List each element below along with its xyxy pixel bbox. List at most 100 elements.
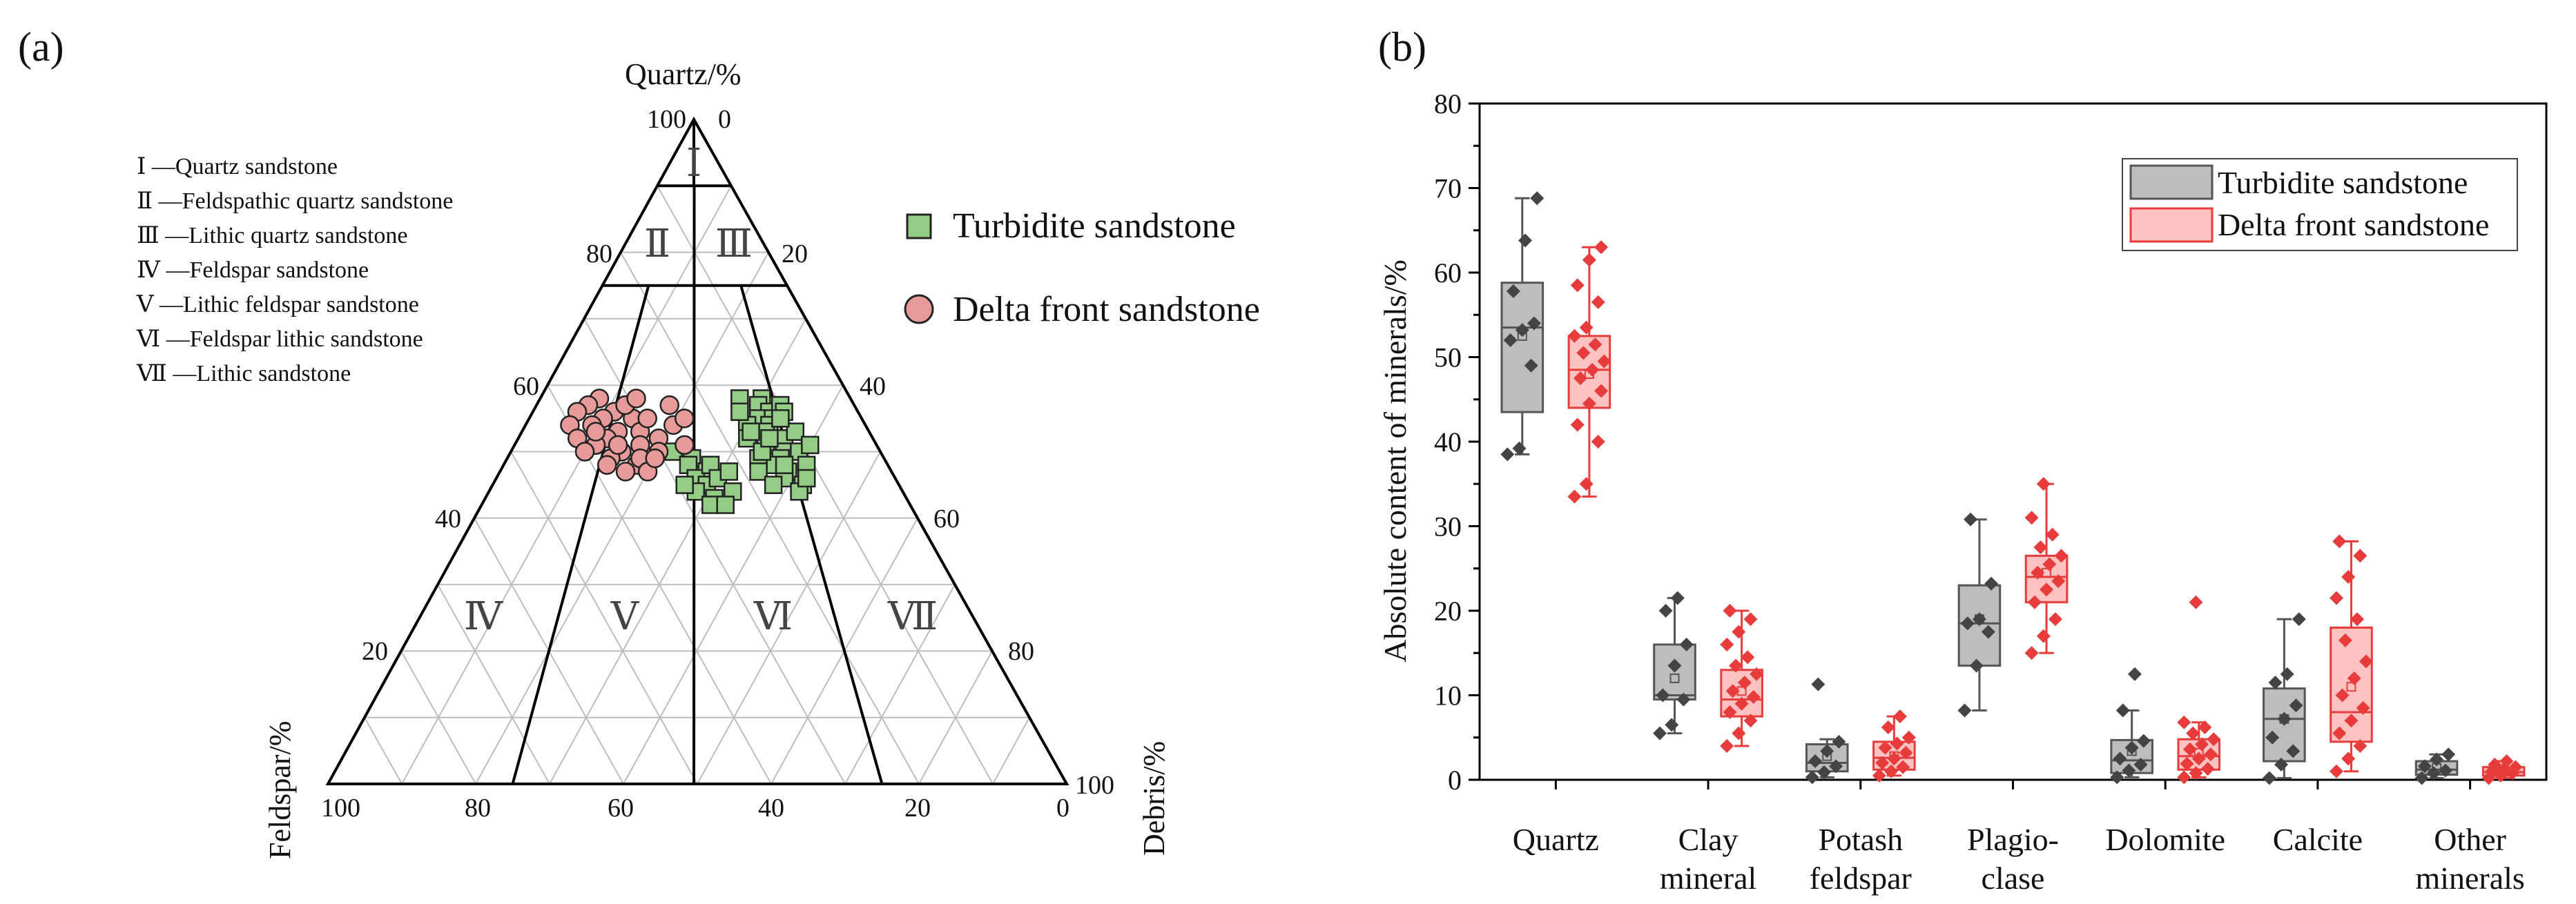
y-tick-label: 10 bbox=[1434, 680, 1462, 711]
data-point bbox=[1576, 346, 1591, 360]
tick-right-60: 60 bbox=[933, 504, 960, 533]
data-point bbox=[1588, 337, 1602, 352]
data-point bbox=[2033, 540, 2048, 555]
grid-line-debris bbox=[844, 584, 956, 785]
x-tick-label: Other bbox=[2434, 822, 2506, 857]
delta-point bbox=[659, 395, 679, 415]
mean-marker bbox=[1669, 674, 1680, 683]
box-0-3 bbox=[1957, 512, 2002, 718]
data-point bbox=[2347, 671, 2361, 685]
zone-label-7: Ⅶ bbox=[887, 596, 938, 638]
data-point bbox=[1570, 278, 1585, 293]
data-point bbox=[1811, 677, 1826, 691]
data-point bbox=[2124, 740, 2139, 755]
data-point bbox=[1676, 692, 1691, 707]
zone-label-4: Ⅳ bbox=[464, 596, 503, 638]
grid-line-feldspar bbox=[583, 318, 846, 785]
legend-turbidite-label: Turbidite sandstone bbox=[953, 206, 1236, 246]
zone-label-2: Ⅱ bbox=[644, 223, 670, 266]
class-item-2: Ⅱ —Feldspathic quartz sandstone bbox=[137, 188, 453, 214]
x-tick-label: feldspar bbox=[1810, 861, 1912, 896]
legend-delta-label: Delta front sandstone bbox=[953, 290, 1260, 329]
tick-right-40: 40 bbox=[860, 372, 886, 401]
data-point bbox=[2113, 751, 2127, 766]
debris-axis-label: Debris/% bbox=[1137, 741, 1171, 856]
data-point bbox=[1817, 765, 1831, 779]
data-point bbox=[1737, 676, 1752, 690]
data-point bbox=[1723, 705, 1737, 719]
data-point bbox=[1679, 638, 1694, 651]
data-point bbox=[1591, 435, 1605, 449]
data-point bbox=[2189, 595, 2203, 609]
data-point bbox=[1734, 696, 1749, 711]
box-1-5 bbox=[2330, 534, 2373, 778]
box-1-0 bbox=[1567, 240, 1611, 504]
data-point bbox=[2051, 574, 2066, 589]
data-point bbox=[1875, 756, 1890, 770]
data-point bbox=[2414, 771, 2429, 785]
turbidite-point bbox=[764, 475, 783, 494]
data-point bbox=[1720, 739, 1734, 753]
data-point bbox=[2115, 703, 2130, 718]
tick-bottom: 40 bbox=[758, 794, 784, 823]
zone-line-left bbox=[511, 285, 650, 785]
data-point bbox=[2344, 714, 2359, 728]
tick-right-20: 20 bbox=[782, 239, 808, 268]
data-point bbox=[2430, 752, 2444, 767]
data-point bbox=[1750, 667, 1764, 681]
tick-apex-top-0: 0 bbox=[718, 105, 731, 134]
data-point bbox=[2265, 730, 2280, 745]
data-point bbox=[1729, 658, 1743, 673]
data-point bbox=[1892, 709, 1907, 724]
panel-a-label: (a) bbox=[18, 24, 64, 70]
data-point bbox=[2280, 667, 2294, 681]
data-point bbox=[1503, 333, 1518, 347]
delta-point bbox=[626, 389, 646, 409]
data-point bbox=[1743, 612, 1758, 627]
class-item-5: Ⅴ —Lithic feldspar sandstone bbox=[136, 292, 419, 317]
delta-point bbox=[608, 435, 628, 455]
tick-bottom: 100 bbox=[321, 794, 360, 823]
data-point bbox=[1518, 233, 1533, 248]
data-point bbox=[1820, 744, 1834, 758]
data-point bbox=[1964, 512, 1978, 527]
x-tick-label: minerals bbox=[2415, 861, 2524, 896]
zone-line-right bbox=[739, 285, 884, 785]
data-point bbox=[2274, 757, 2289, 772]
data-point bbox=[2426, 766, 2441, 780]
data-point bbox=[2289, 698, 2303, 713]
data-point bbox=[1746, 689, 1761, 704]
data-point bbox=[2191, 751, 2206, 766]
data-point bbox=[1579, 477, 1594, 491]
data-point bbox=[2262, 771, 2276, 785]
data-point bbox=[1594, 240, 1609, 255]
x-tick-label: Potash bbox=[1818, 822, 1903, 857]
data-point bbox=[2353, 549, 2367, 563]
iqr-box bbox=[1500, 282, 1544, 413]
data-point bbox=[1732, 625, 1746, 639]
delta-point bbox=[637, 409, 657, 429]
data-point bbox=[1582, 253, 1596, 267]
data-point bbox=[2036, 477, 2051, 491]
data-point bbox=[1808, 754, 1823, 769]
data-point bbox=[1656, 688, 1670, 702]
data-point bbox=[1743, 714, 1758, 728]
data-point bbox=[1881, 720, 1895, 735]
turbidite-point bbox=[675, 475, 694, 494]
mean-marker bbox=[2346, 682, 2356, 692]
x-tick-label: mineral bbox=[1660, 861, 1757, 896]
data-point bbox=[1506, 284, 1520, 298]
data-point bbox=[1567, 328, 1582, 343]
box-0-0 bbox=[1500, 191, 1544, 462]
data-point bbox=[1524, 358, 1538, 373]
grid-line-debris bbox=[549, 318, 806, 785]
data-point bbox=[1878, 740, 1892, 755]
data-point bbox=[2127, 667, 2142, 681]
box-1-3 bbox=[2024, 477, 2069, 660]
data-point bbox=[1670, 591, 1685, 605]
turbidite-point bbox=[775, 455, 794, 475]
turbidite-point bbox=[771, 409, 790, 428]
data-point bbox=[1530, 191, 1544, 206]
zone-label-1: Ⅰ bbox=[686, 142, 701, 185]
